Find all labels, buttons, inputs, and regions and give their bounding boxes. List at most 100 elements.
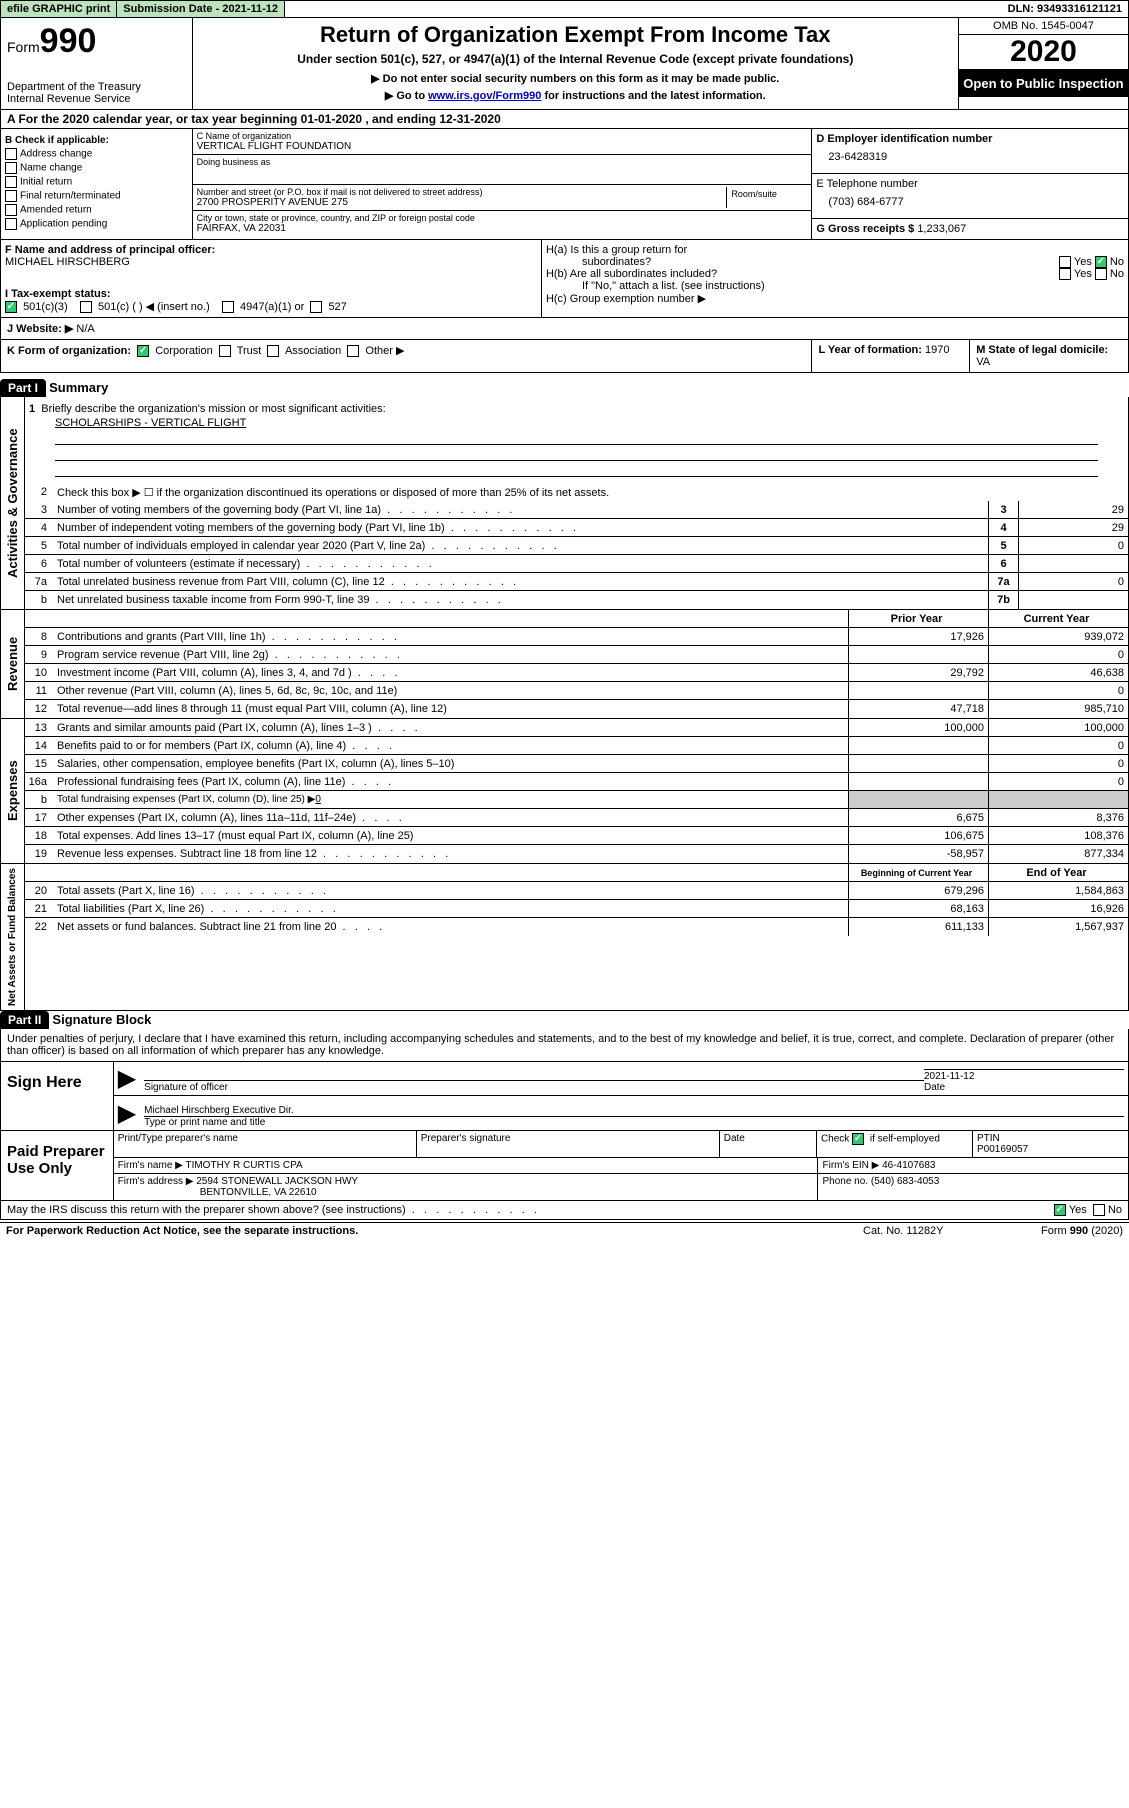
- cb-trust[interactable]: [219, 345, 231, 357]
- ptin-value: P00169057: [977, 1144, 1028, 1155]
- cb-hb-yes[interactable]: [1059, 268, 1071, 280]
- cb-501c[interactable]: [80, 301, 92, 313]
- hb-note: If "No," attach a list. (see instruction…: [546, 280, 1124, 292]
- cb-corp[interactable]: [137, 345, 149, 357]
- prior-year-hdr: Prior Year: [848, 610, 988, 627]
- prep-date-label: Date: [720, 1131, 817, 1157]
- line21-text: Total liabilities (Part X, line 26): [53, 901, 848, 917]
- cb-name-change[interactable]: [5, 162, 17, 174]
- cb-other[interactable]: [347, 345, 359, 357]
- c11: 0: [988, 682, 1128, 699]
- addr-label: Number and street (or P.O. box if mail i…: [197, 187, 727, 197]
- paid-preparer-block: Paid Preparer Use Only Print/Type prepar…: [0, 1131, 1129, 1201]
- form-label: Form: [7, 39, 40, 55]
- line11-text: Other revenue (Part VIII, column (A), li…: [53, 683, 848, 699]
- firm-phone: (540) 683-4053: [871, 1176, 939, 1187]
- p18: 106,675: [848, 827, 988, 844]
- mission-blank2: [55, 447, 1098, 461]
- firm-addr1: 2594 STONEWALL JACKSON HWY: [196, 1176, 358, 1187]
- revenue-block: Revenue Prior YearCurrent Year 8Contribu…: [0, 610, 1129, 719]
- val-3: 29: [1018, 501, 1128, 518]
- cb-self-employed[interactable]: [852, 1133, 864, 1145]
- e-phone-label: E Telephone number: [816, 178, 1124, 190]
- p17: 6,675: [848, 809, 988, 826]
- cb-501c3[interactable]: [5, 301, 17, 313]
- line17-text: Other expenses (Part IX, column (A), lin…: [53, 810, 848, 826]
- line18-text: Total expenses. Add lines 13–17 (must eq…: [53, 828, 848, 844]
- prep-sig-label: Preparer's signature: [417, 1131, 720, 1157]
- c17: 8,376: [988, 809, 1128, 826]
- firm-name-label: Firm's name ▶: [118, 1160, 183, 1171]
- cb-4947[interactable]: [222, 301, 234, 313]
- p11: [848, 682, 988, 699]
- form990-link[interactable]: www.irs.gov/Form990: [428, 90, 541, 102]
- cb-final-return[interactable]: [5, 190, 17, 202]
- c14: 0: [988, 737, 1128, 754]
- line22-text: Net assets or fund balances. Subtract li…: [53, 919, 848, 935]
- activities-governance: Activities & Governance 1 Briefly descri…: [0, 397, 1129, 610]
- p10: 29,792: [848, 664, 988, 681]
- line3-text: Number of voting members of the governin…: [53, 502, 988, 518]
- vlabel-ag: Activities & Governance: [1, 397, 25, 609]
- cb-discuss-yes[interactable]: [1054, 1204, 1066, 1216]
- c19: 877,334: [988, 845, 1128, 863]
- c16b: [988, 791, 1128, 808]
- cb-hb-no[interactable]: [1095, 268, 1107, 280]
- g-gross-label: G Gross receipts $: [816, 223, 914, 235]
- form-header: Form990 Department of the Treasury Inter…: [0, 18, 1129, 110]
- cb-address-change[interactable]: [5, 148, 17, 160]
- cb-discuss-no[interactable]: [1093, 1204, 1105, 1216]
- dln: DLN: 93493316121121: [1002, 1, 1128, 17]
- line14-text: Benefits paid to or for members (Part IX…: [53, 738, 848, 754]
- p20: 679,296: [848, 882, 988, 899]
- page-footer: For Paperwork Reduction Act Notice, see …: [0, 1222, 1129, 1239]
- firm-addr2: BENTONVILLE, VA 22610: [118, 1187, 317, 1198]
- cb-ha-yes[interactable]: [1059, 256, 1071, 268]
- pra-notice: For Paperwork Reduction Act Notice, see …: [6, 1225, 863, 1237]
- cb-amended[interactable]: [5, 204, 17, 216]
- p8: 17,926: [848, 628, 988, 645]
- cb-app-pending[interactable]: [5, 218, 17, 230]
- hb-label: H(b) Are all subordinates included?: [546, 268, 717, 280]
- firm-ein: 46-4107683: [882, 1160, 935, 1171]
- cb-initial-return[interactable]: [5, 176, 17, 188]
- line15-text: Salaries, other compensation, employee b…: [53, 756, 848, 772]
- efile-button[interactable]: efile GRAPHIC print: [1, 1, 117, 17]
- p21: 68,163: [848, 900, 988, 917]
- line20-text: Total assets (Part X, line 16): [53, 883, 848, 899]
- line16a-text: Professional fundraising fees (Part IX, …: [53, 774, 848, 790]
- line2-text: Check this box ▶ ☐ if the organization d…: [53, 484, 1128, 501]
- line16b-text: Total fundraising expenses (Part IX, col…: [53, 792, 848, 807]
- ptin-label: PTIN: [977, 1133, 1000, 1144]
- val-6: [1018, 555, 1128, 572]
- cb-assoc[interactable]: [267, 345, 279, 357]
- c16a: 0: [988, 773, 1128, 790]
- line8-text: Contributions and grants (Part VIII, lin…: [53, 629, 848, 645]
- expenses-block: Expenses 13Grants and similar amounts pa…: [0, 719, 1129, 864]
- row-a-period: A For the 2020 calendar year, or tax yea…: [0, 110, 1129, 129]
- discuss-text: May the IRS discuss this return with the…: [7, 1204, 1054, 1216]
- c10: 46,638: [988, 664, 1128, 681]
- type-print-label: Type or print name and title: [144, 1116, 1124, 1128]
- val-7b: [1018, 591, 1128, 609]
- discuss-row: May the IRS discuss this return with the…: [0, 1201, 1129, 1220]
- mission-blank3: [55, 463, 1098, 477]
- val-5: 0: [1018, 537, 1128, 554]
- open-inspection: Open to Public Inspection: [959, 70, 1128, 97]
- line6-text: Total number of volunteers (estimate if …: [53, 556, 988, 572]
- subtitle-1: Under section 501(c), 527, or 4947(a)(1)…: [197, 52, 954, 66]
- room-label: Room/suite: [731, 189, 803, 199]
- cb-ha-no[interactable]: [1095, 256, 1107, 268]
- arrow-icon: ▶: [118, 1064, 136, 1093]
- gross-receipts: 1,233,067: [917, 223, 966, 235]
- p22: 611,133: [848, 918, 988, 936]
- cb-527[interactable]: [310, 301, 322, 313]
- sign-here-label: Sign Here: [1, 1062, 114, 1130]
- current-year-hdr: Current Year: [988, 610, 1128, 627]
- p15: [848, 755, 988, 772]
- f-officer-label: F Name and address of principal officer:: [5, 244, 537, 256]
- mission-text: SCHOLARSHIPS - VERTICAL FLIGHT: [25, 417, 1128, 429]
- c15: 0: [988, 755, 1128, 772]
- c22: 1,567,937: [988, 918, 1128, 936]
- irs-label: Internal Revenue Service: [7, 93, 186, 105]
